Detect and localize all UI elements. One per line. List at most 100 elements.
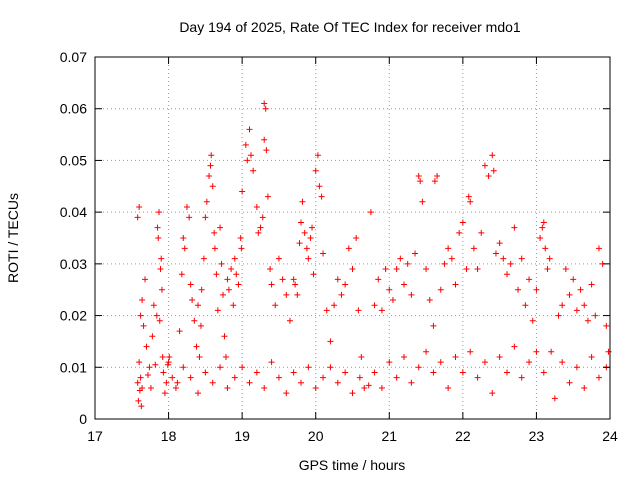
data-point <box>137 312 144 319</box>
data-point <box>195 302 201 309</box>
data-point <box>176 328 183 335</box>
data-point <box>437 359 444 366</box>
data-point <box>150 302 157 309</box>
data-point <box>595 245 602 252</box>
data-point <box>146 364 153 371</box>
data-point <box>526 276 533 283</box>
y-tick-label: 0.07 <box>60 49 87 65</box>
data-point <box>478 229 485 236</box>
data-point <box>187 374 194 381</box>
data-point <box>230 302 237 309</box>
data-point <box>566 291 573 298</box>
data-point <box>312 167 319 174</box>
data-point <box>327 338 334 345</box>
data-point <box>214 307 221 314</box>
data-point <box>318 193 325 200</box>
data-point <box>267 266 274 273</box>
data-point <box>434 172 441 179</box>
data-point <box>345 245 352 252</box>
data-point <box>187 281 194 288</box>
data-point <box>206 172 213 179</box>
data-point <box>305 255 312 262</box>
data-point <box>437 286 444 293</box>
data-point <box>305 364 312 371</box>
data-point <box>496 240 503 247</box>
x-tick-label: 21 <box>381 428 397 444</box>
data-point <box>489 390 496 397</box>
data-point <box>365 382 372 389</box>
data-point <box>211 245 218 252</box>
data-point <box>393 266 400 273</box>
y-tick-label: 0 <box>79 411 87 427</box>
data-point <box>537 235 544 241</box>
data-point <box>445 245 452 252</box>
data-point <box>268 359 275 366</box>
data-point <box>470 245 477 252</box>
data-point <box>581 302 588 309</box>
data-point <box>209 379 216 386</box>
data-point <box>144 372 151 379</box>
data-point <box>296 240 303 247</box>
data-point <box>546 255 553 262</box>
data-point <box>551 395 558 402</box>
data-point <box>456 229 463 236</box>
data-point <box>492 250 499 257</box>
data-point <box>186 214 193 221</box>
y-tick-label: 0.02 <box>60 308 87 324</box>
data-point <box>261 100 268 107</box>
data-point <box>511 343 518 350</box>
data-point <box>415 172 422 179</box>
data-point <box>286 317 293 324</box>
y-tick-label: 0.06 <box>60 101 87 117</box>
data-point <box>198 286 205 293</box>
data-point <box>209 183 216 190</box>
y-tick-label: 0.01 <box>60 359 87 375</box>
data-point <box>268 281 275 288</box>
data-point <box>401 281 407 288</box>
data-point <box>423 266 430 273</box>
x-tick-label: 23 <box>529 428 545 444</box>
data-point <box>255 229 262 236</box>
data-point <box>262 105 269 112</box>
data-point <box>465 193 472 200</box>
data-point <box>244 157 251 164</box>
data-point <box>353 235 360 241</box>
y-axis-ticks: 0 0.01 0.02 0.03 0.04 0.05 0.06 0.07 <box>60 49 610 427</box>
data-point <box>331 302 338 309</box>
grid-lines <box>95 57 610 419</box>
data-point <box>452 353 459 360</box>
data-point <box>164 361 171 368</box>
data-point <box>246 126 253 133</box>
data-point <box>490 167 497 174</box>
data-point <box>320 374 327 381</box>
data-point <box>259 214 266 221</box>
data-point <box>283 390 290 397</box>
data-point <box>419 198 426 205</box>
data-point <box>228 266 235 273</box>
y-tick-label: 0.03 <box>60 256 87 272</box>
data-point <box>393 374 400 381</box>
data-point <box>200 255 207 262</box>
x-tick-label: 18 <box>161 428 177 444</box>
data-point <box>566 379 573 386</box>
data-point <box>163 379 170 386</box>
data-point <box>507 260 514 267</box>
data-point <box>423 348 430 355</box>
data-point <box>320 250 327 257</box>
data-point <box>529 317 536 324</box>
data-point <box>481 359 488 366</box>
data-point <box>197 322 204 329</box>
data-point <box>275 374 282 381</box>
data-point <box>309 224 316 231</box>
data-point <box>157 266 164 273</box>
data-point <box>522 302 529 309</box>
data-point <box>595 374 602 381</box>
data-point <box>334 379 341 386</box>
data-point <box>515 286 522 293</box>
plot-frame <box>94 56 611 420</box>
data-point <box>138 403 145 410</box>
data-point <box>338 291 345 298</box>
data-point <box>539 224 546 231</box>
data-point <box>562 266 569 273</box>
